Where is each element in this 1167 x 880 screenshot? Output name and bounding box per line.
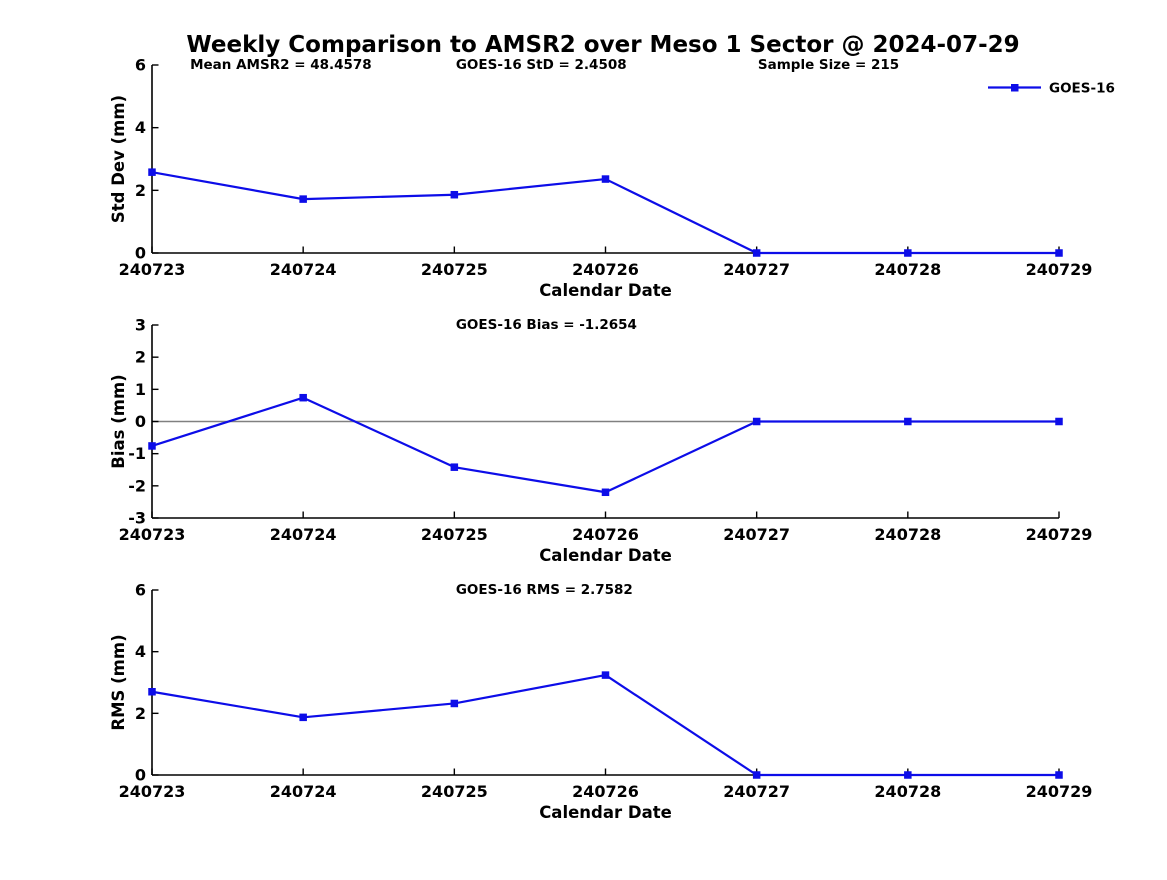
series-line — [150, 396, 1061, 494]
y-axis-title: Std Dev (mm) — [109, 95, 128, 223]
data-point-marker — [601, 175, 610, 183]
y-tick-label: -1 — [128, 444, 146, 463]
series-line — [150, 171, 1061, 255]
x-tick-label: 240724 — [270, 260, 337, 279]
y-axis-title: Bias (mm) — [109, 374, 128, 468]
data-point-marker — [299, 195, 307, 203]
data-point-marker — [752, 249, 761, 257]
data-point-marker — [148, 168, 156, 176]
x-tick-label: 240723 — [119, 260, 186, 279]
data-point-marker — [148, 688, 156, 696]
y-tick-label: -3 — [128, 509, 146, 528]
y-tick-label: 4 — [135, 118, 146, 137]
y-tick-label: 0 — [135, 412, 146, 431]
legend: GOES-16 — [988, 81, 1115, 97]
x-tick-label: 240724 — [270, 782, 337, 801]
x-tick-label: 240725 — [421, 782, 488, 801]
y-tick-label: 2 — [135, 704, 146, 723]
y-tick-label: 2 — [135, 181, 146, 200]
legend-label: GOES-16 — [1049, 81, 1115, 97]
data-point-marker — [904, 417, 912, 426]
figure-title: Weekly Comparison to AMSR2 over Meso 1 S… — [186, 32, 1019, 58]
y-tick-label: -2 — [128, 476, 146, 495]
data-point-marker — [601, 488, 610, 497]
data-point-marker — [752, 771, 761, 779]
x-tick-label: 240725 — [421, 525, 488, 544]
x-tick-label: 240723 — [119, 782, 186, 801]
bias-chart: -3 -2 -1 0 1 2 3 240723 240724 240725 240726 240727… — [109, 316, 1092, 566]
x-tick-label: 240728 — [874, 525, 941, 544]
y-tick-label: 6 — [135, 581, 146, 600]
data-point-marker — [299, 393, 307, 402]
x-tick-label: 240728 — [874, 782, 941, 801]
x-tick-label: 240729 — [1026, 525, 1093, 544]
x-tick-label: 240729 — [1026, 260, 1093, 279]
x-axis-title: Calendar Date — [539, 281, 672, 300]
y-tick-label: 3 — [135, 316, 146, 335]
x-tick-label: 240727 — [723, 782, 790, 801]
x-tick-label: 240724 — [270, 525, 337, 544]
stat-annotation: Mean AMSR2 = 48.4578 — [190, 57, 372, 73]
data-point-marker — [601, 671, 610, 679]
x-tick-label: 240727 — [723, 260, 790, 279]
stat-annotation: GOES-16 Bias = -1.2654 — [456, 317, 637, 333]
x-tick-label: 240729 — [1026, 782, 1093, 801]
x-tick-label: 240725 — [421, 260, 488, 279]
x-axis-title: Calendar Date — [539, 546, 672, 565]
x-tick-label: 240728 — [874, 260, 941, 279]
stat-annotation: GOES-16 StD = 2.4508 — [456, 57, 627, 73]
stat-annotation: GOES-16 RMS = 2.7582 — [456, 582, 633, 598]
stat-annotation: Sample Size = 215 — [758, 57, 899, 73]
data-point-marker — [450, 463, 459, 471]
y-tick-label: 0 — [135, 244, 146, 263]
x-tick-label: 240726 — [572, 260, 639, 279]
series-line — [150, 673, 1061, 777]
y-tick-label: 4 — [135, 642, 146, 661]
data-point-marker — [450, 190, 459, 199]
data-point-marker — [1055, 249, 1063, 257]
x-tick-label: 240723 — [119, 525, 186, 544]
stddev-chart: 0 2 4 6 240723 240724 240725 240726 240727 240728… — [109, 56, 1092, 301]
data-point-marker — [904, 771, 912, 779]
x-tick-label: 240726 — [572, 782, 639, 801]
y-tick-label: 0 — [135, 766, 146, 785]
x-axis-title: Calendar Date — [539, 803, 672, 822]
data-point-marker — [904, 249, 912, 257]
legend-marker-icon — [1011, 84, 1019, 92]
data-point-marker — [148, 442, 156, 450]
y-tick-label: 1 — [135, 380, 146, 399]
x-tick-label: 240726 — [572, 525, 639, 544]
data-point-marker — [1055, 771, 1063, 779]
data-point-marker — [752, 417, 761, 426]
rms-chart: 0 2 4 6 240723 240724 240725 240726 240727 240728… — [109, 581, 1092, 823]
x-tick-label: 240727 — [723, 525, 790, 544]
data-point-marker — [1055, 417, 1063, 426]
data-point-marker — [299, 713, 307, 722]
y-tick-label: 2 — [135, 348, 146, 367]
data-point-marker — [450, 699, 459, 708]
y-axis-title: RMS (mm) — [109, 634, 128, 730]
y-tick-label: 6 — [135, 56, 146, 75]
